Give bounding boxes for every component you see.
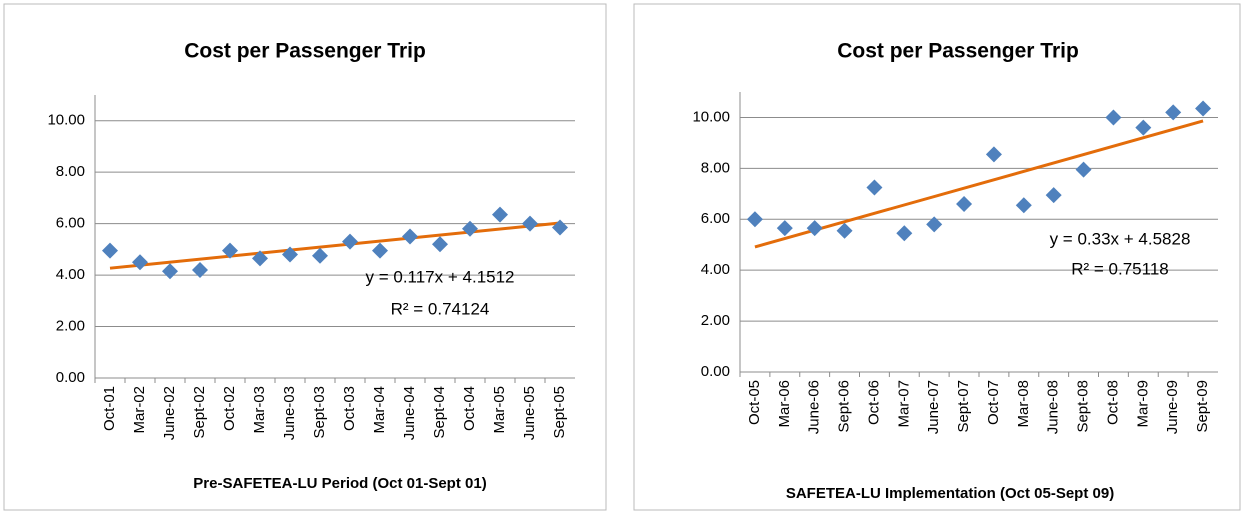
y-tick-label: 8.00 bbox=[56, 163, 85, 180]
x-tick-label: June-03 bbox=[281, 386, 298, 440]
point bbox=[342, 233, 358, 250]
point bbox=[252, 250, 268, 267]
y-tick-label: 2.00 bbox=[56, 318, 85, 335]
x-axis-title: SAFETEA-LU Implementation (Oct 05-Sept 0… bbox=[786, 485, 1114, 502]
point bbox=[866, 179, 883, 196]
trendline bbox=[109, 221, 561, 270]
x-tick-label: Sept-05 bbox=[551, 386, 568, 439]
point bbox=[462, 220, 478, 237]
x-tick-label: Mar-04 bbox=[371, 386, 388, 434]
x-tick-label: June-07 bbox=[925, 380, 942, 434]
chart-title: Cost per Passenger Trip bbox=[184, 40, 426, 63]
x-tick-label: Sept-02 bbox=[191, 386, 208, 439]
y-tick-label: 4.00 bbox=[701, 261, 730, 278]
x-tick-label: Oct-08 bbox=[1104, 380, 1121, 425]
x-tick-label: Mar-02 bbox=[131, 386, 148, 434]
point bbox=[896, 225, 913, 242]
x-tick-label: Sept-09 bbox=[1194, 380, 1211, 433]
point bbox=[102, 242, 118, 259]
x-tick-label: Mar-05 bbox=[491, 386, 508, 434]
x-tick-label: Sept-06 bbox=[836, 380, 853, 433]
x-tick-label: Mar-08 bbox=[1015, 380, 1032, 428]
x-tick-label: June-08 bbox=[1045, 380, 1062, 434]
point bbox=[1105, 109, 1122, 126]
point bbox=[282, 246, 298, 263]
panel-border bbox=[633, 3, 1241, 511]
y-tick-label: 6.00 bbox=[701, 210, 730, 227]
x-tick-label: June-04 bbox=[401, 386, 418, 440]
x-tick-label: Oct-01 bbox=[101, 386, 118, 431]
trend-equation: y = 0.33x + 4.5828 bbox=[1050, 229, 1191, 248]
point bbox=[926, 216, 943, 233]
point bbox=[1045, 187, 1062, 204]
point bbox=[1075, 161, 1092, 178]
point bbox=[372, 242, 388, 259]
point bbox=[1015, 197, 1032, 214]
x-tick-label: Oct-05 bbox=[746, 380, 763, 425]
x-tick-label: Mar-09 bbox=[1134, 380, 1151, 428]
x-tick-label: June-09 bbox=[1164, 380, 1181, 434]
y-tick-label: 10.00 bbox=[47, 112, 85, 129]
x-tick-label: Sept-03 bbox=[311, 386, 328, 439]
point bbox=[132, 254, 148, 271]
point bbox=[746, 211, 763, 228]
x-tick-label: Mar-03 bbox=[251, 386, 268, 434]
x-tick-label: Sept-08 bbox=[1075, 380, 1092, 433]
x-tick-label: Oct-03 bbox=[341, 386, 358, 431]
x-tick-label: Sept-07 bbox=[955, 380, 972, 433]
point bbox=[222, 242, 238, 259]
x-tick-label: Oct-06 bbox=[865, 380, 882, 425]
y-tick-label: 0.00 bbox=[701, 363, 730, 380]
x-tick-label: Oct-04 bbox=[461, 386, 478, 431]
point bbox=[985, 146, 1002, 163]
r-squared: R² = 0.74124 bbox=[391, 299, 490, 318]
point bbox=[1135, 119, 1152, 136]
y-tick-label: 0.00 bbox=[56, 369, 85, 386]
point bbox=[192, 261, 208, 278]
point bbox=[162, 263, 178, 280]
point bbox=[492, 206, 508, 223]
panel-border bbox=[3, 3, 607, 511]
x-tick-label: June-05 bbox=[521, 386, 538, 440]
point bbox=[776, 220, 793, 237]
point bbox=[312, 247, 328, 264]
trend-equation: y = 0.117x + 4.1512 bbox=[365, 267, 514, 286]
point bbox=[1195, 100, 1212, 117]
r-squared: R² = 0.75118 bbox=[1071, 259, 1169, 278]
point bbox=[806, 220, 823, 237]
x-tick-label: June-06 bbox=[806, 380, 823, 434]
point bbox=[956, 196, 973, 212]
point bbox=[836, 222, 853, 239]
y-tick-label: 8.00 bbox=[701, 159, 730, 176]
y-tick-label: 10.00 bbox=[692, 108, 730, 125]
point bbox=[522, 215, 538, 232]
y-tick-label: 2.00 bbox=[701, 312, 730, 329]
chart-title: Cost per Passenger Trip bbox=[837, 40, 1079, 63]
y-tick-label: 4.00 bbox=[56, 266, 85, 283]
x-tick-label: Mar-06 bbox=[776, 380, 793, 428]
x-tick-label: Mar-07 bbox=[895, 380, 912, 428]
point bbox=[1165, 104, 1182, 121]
x-tick-label: Oct-07 bbox=[985, 380, 1002, 425]
x-tick-label: Oct-02 bbox=[221, 386, 238, 431]
y-tick-label: 6.00 bbox=[56, 215, 85, 232]
x-tick-label: June-02 bbox=[161, 386, 178, 440]
point bbox=[402, 228, 418, 245]
x-axis-title: Pre-SAFETEA-LU Period (Oct 01-Sept 01) bbox=[193, 475, 486, 492]
point bbox=[552, 219, 568, 236]
trendline bbox=[754, 119, 1204, 249]
x-tick-label: Sept-04 bbox=[431, 386, 448, 439]
point bbox=[432, 236, 448, 253]
